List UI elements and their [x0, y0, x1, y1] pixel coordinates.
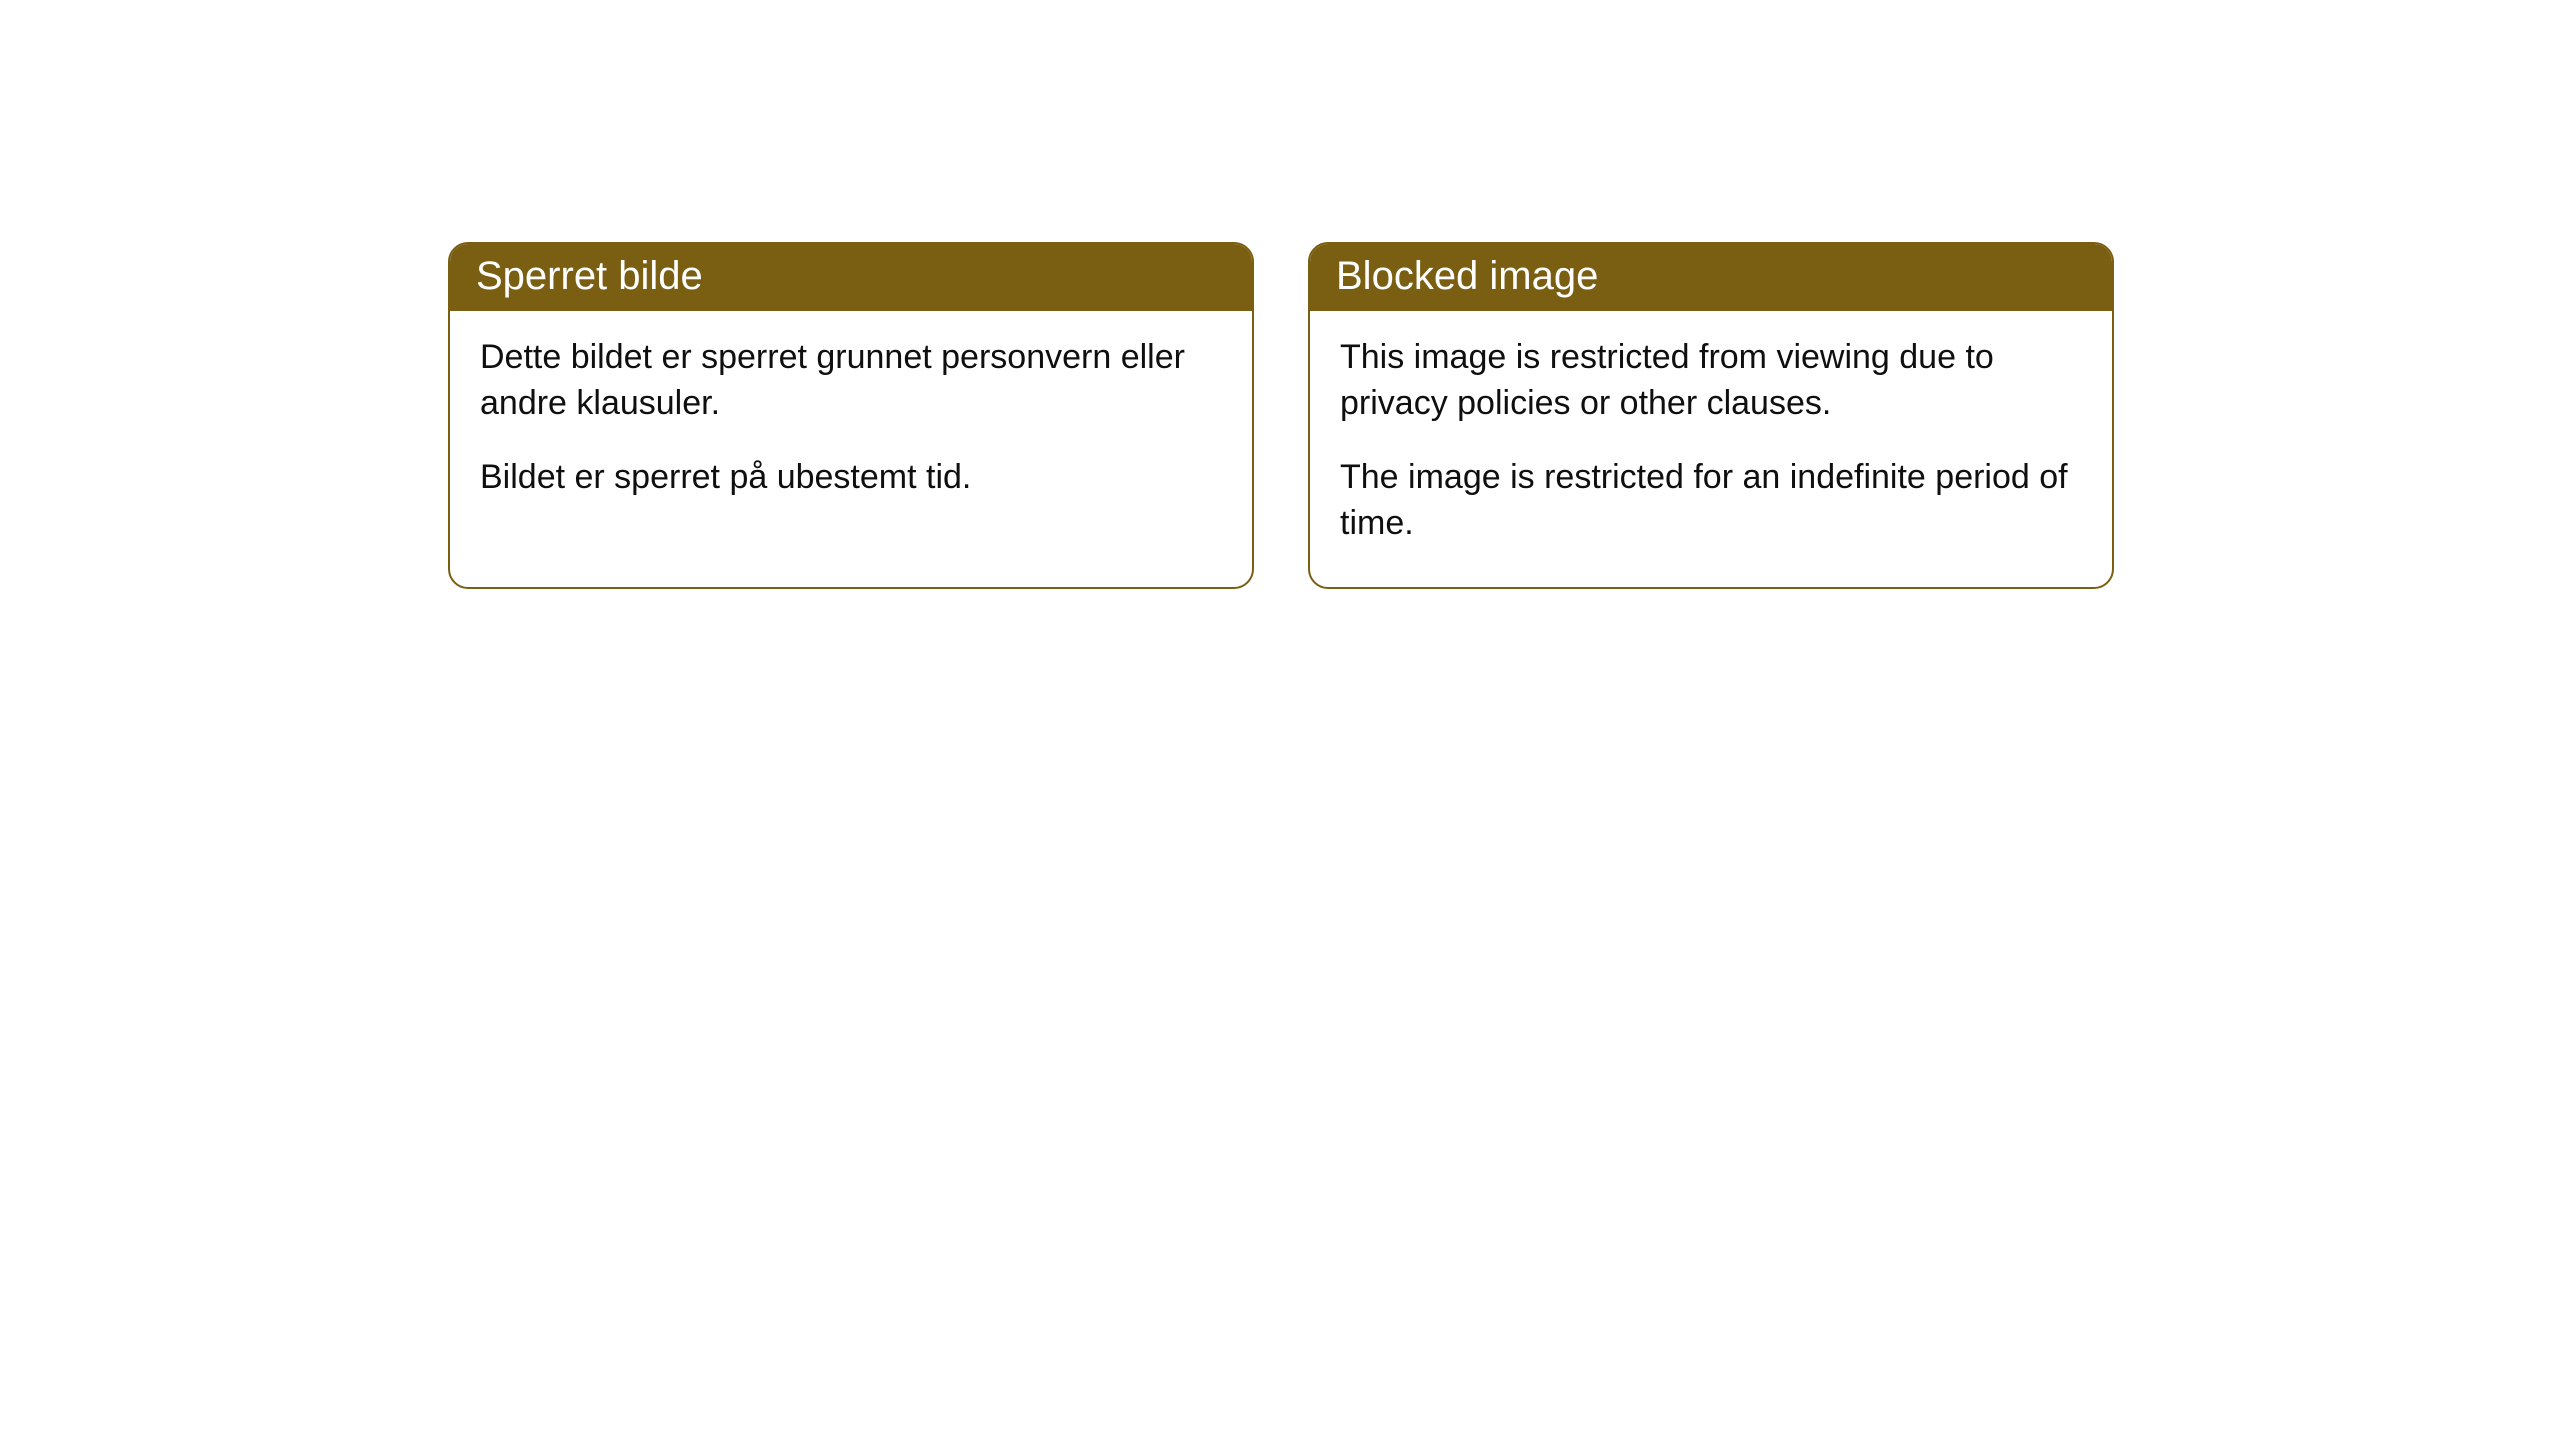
card-body: Dette bildet er sperret grunnet personve… — [450, 311, 1252, 541]
card-paragraph: Bildet er sperret på ubestemt tid. — [480, 455, 1222, 501]
card-title: Blocked image — [1310, 244, 2112, 311]
blocked-image-card-en: Blocked image This image is restricted f… — [1308, 242, 2114, 589]
card-paragraph: Dette bildet er sperret grunnet personve… — [480, 335, 1222, 427]
blocked-image-card-no: Sperret bilde Dette bildet er sperret gr… — [448, 242, 1254, 589]
card-title: Sperret bilde — [450, 244, 1252, 311]
card-body: This image is restricted from viewing du… — [1310, 311, 2112, 587]
card-paragraph: This image is restricted from viewing du… — [1340, 335, 2082, 427]
cards-container: Sperret bilde Dette bildet er sperret gr… — [0, 0, 2560, 589]
card-paragraph: The image is restricted for an indefinit… — [1340, 455, 2082, 547]
